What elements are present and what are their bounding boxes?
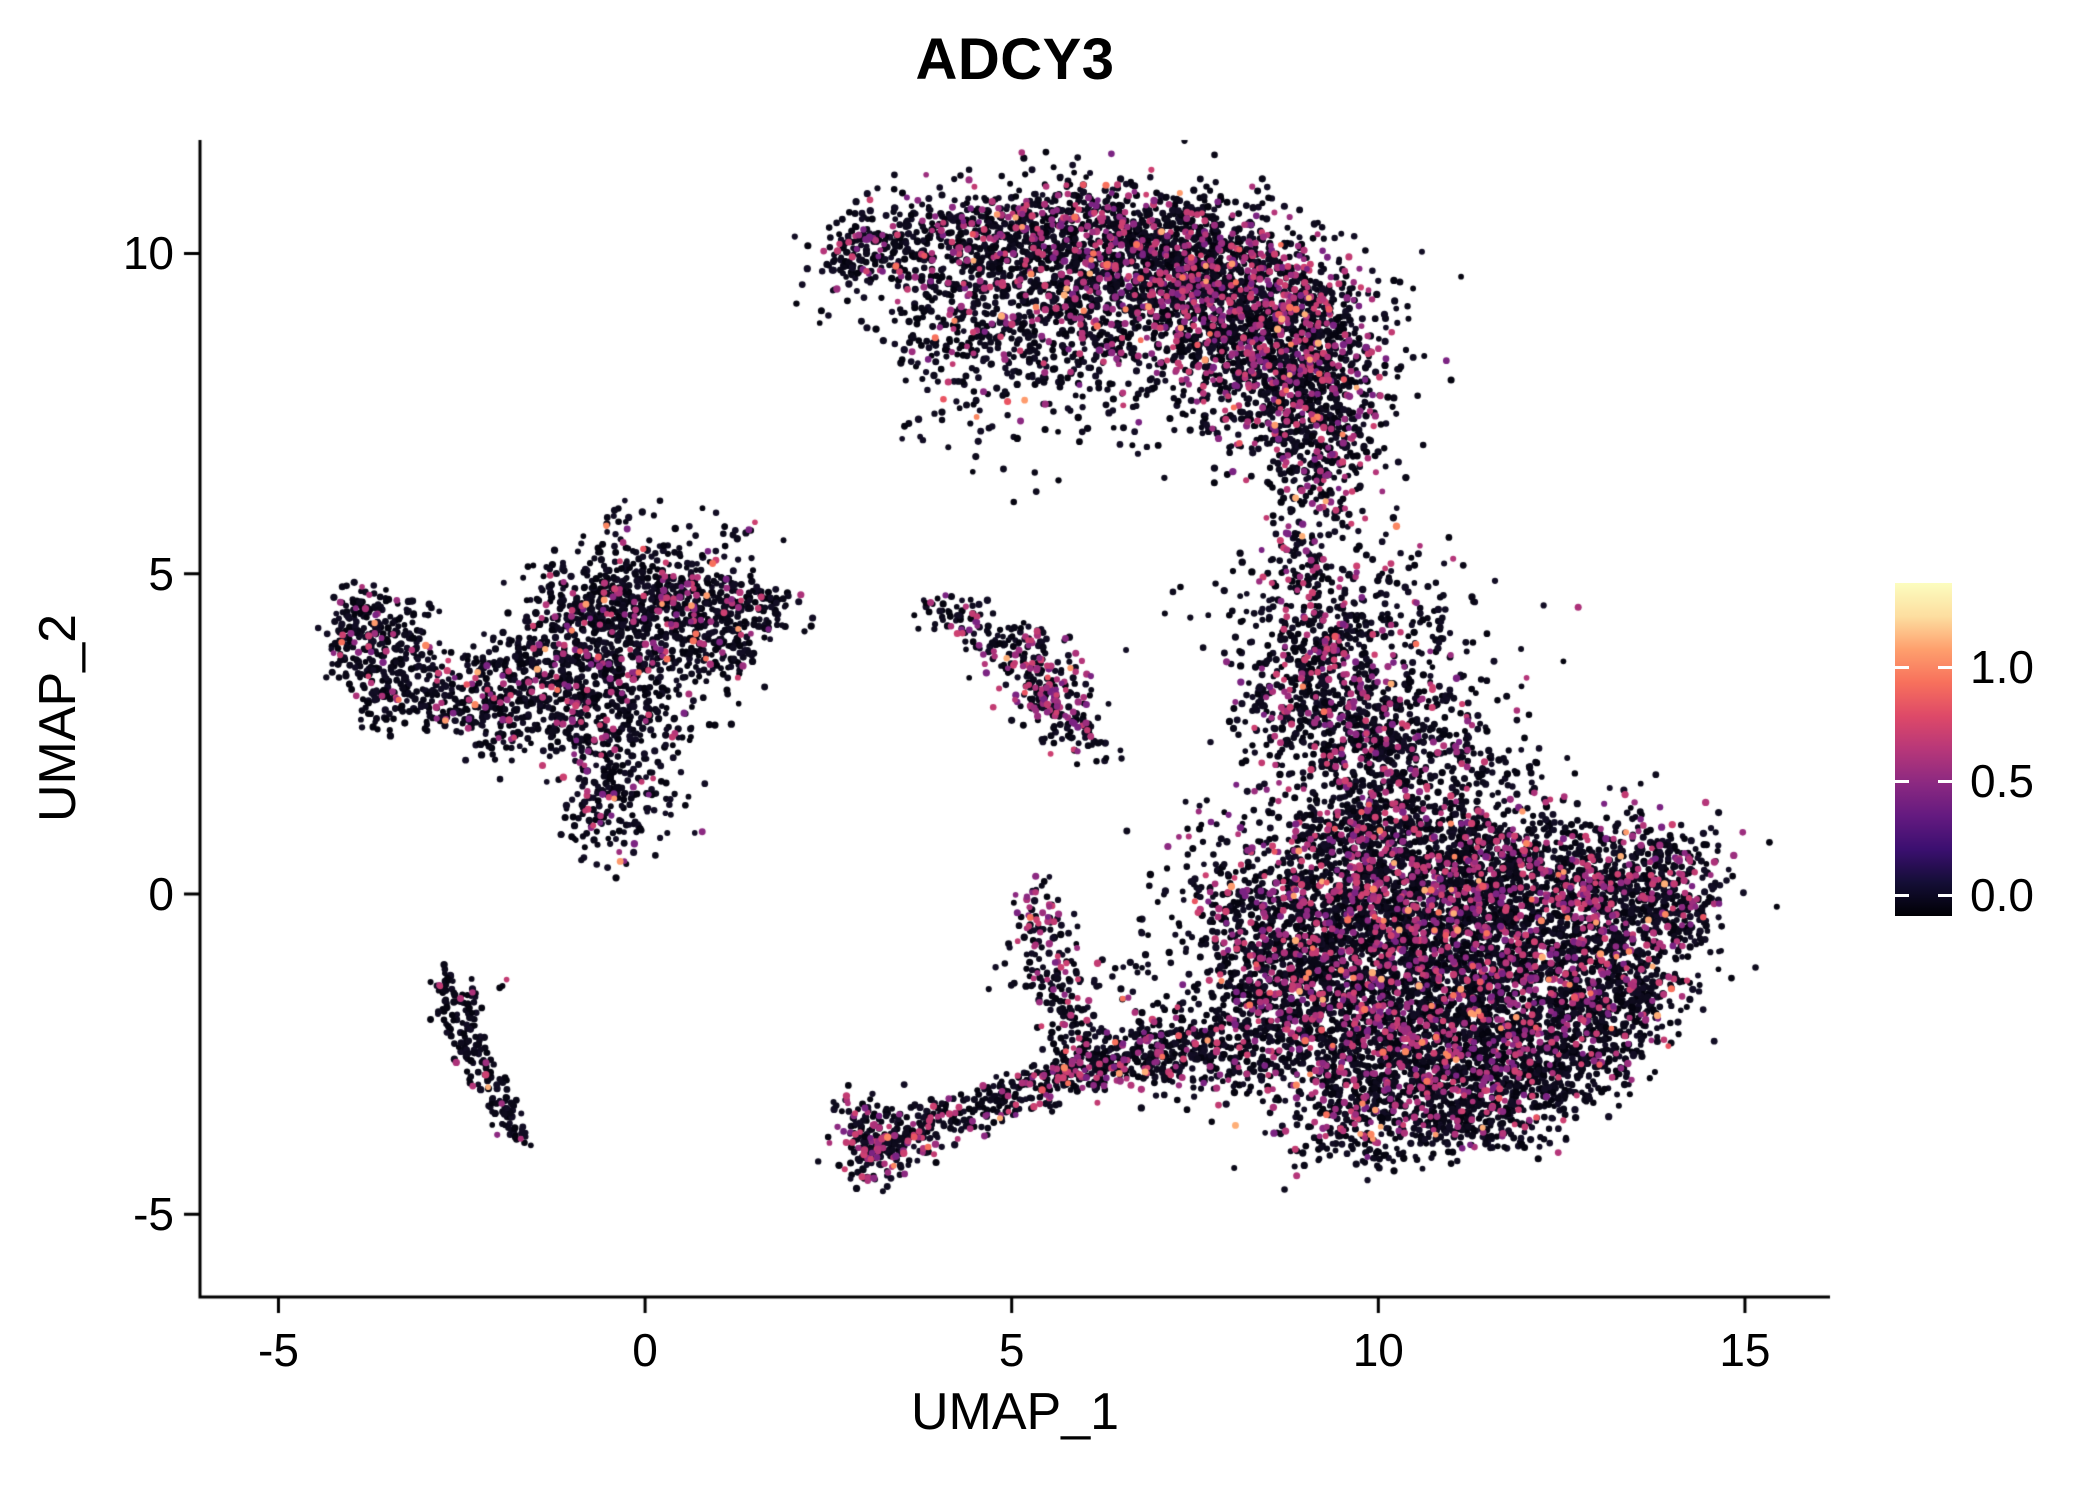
colorbar (1895, 583, 1952, 916)
x-tick-label: 5 (998, 1324, 1025, 1376)
y-tick-label: 0 (148, 868, 174, 921)
colorbar-tick-label: 0.0 (1970, 869, 2034, 922)
y-tick-label: 10 (122, 227, 174, 280)
colorbar-tick-mark (1895, 665, 1909, 669)
y-tick-label: -5 (133, 1188, 174, 1241)
colorbar-tick-mark (1938, 665, 1952, 669)
x-tick-label: 15 (1719, 1324, 1771, 1376)
y-tick-label: 5 (148, 547, 174, 600)
colorbar-tick-mark (1938, 779, 1952, 783)
colorbar-tick-mark (1895, 779, 1909, 783)
colorbar-tick-label: 0.5 (1970, 755, 2034, 808)
colorbar-tick-label: 1.0 (1970, 641, 2034, 694)
x-tick-label: 10 (1352, 1324, 1404, 1376)
colorbar-tick-mark (1895, 893, 1909, 897)
colorbar-tick-mark (1938, 893, 1952, 897)
x-tick-label: -5 (258, 1324, 299, 1376)
x-tick-label: 0 (632, 1324, 658, 1376)
